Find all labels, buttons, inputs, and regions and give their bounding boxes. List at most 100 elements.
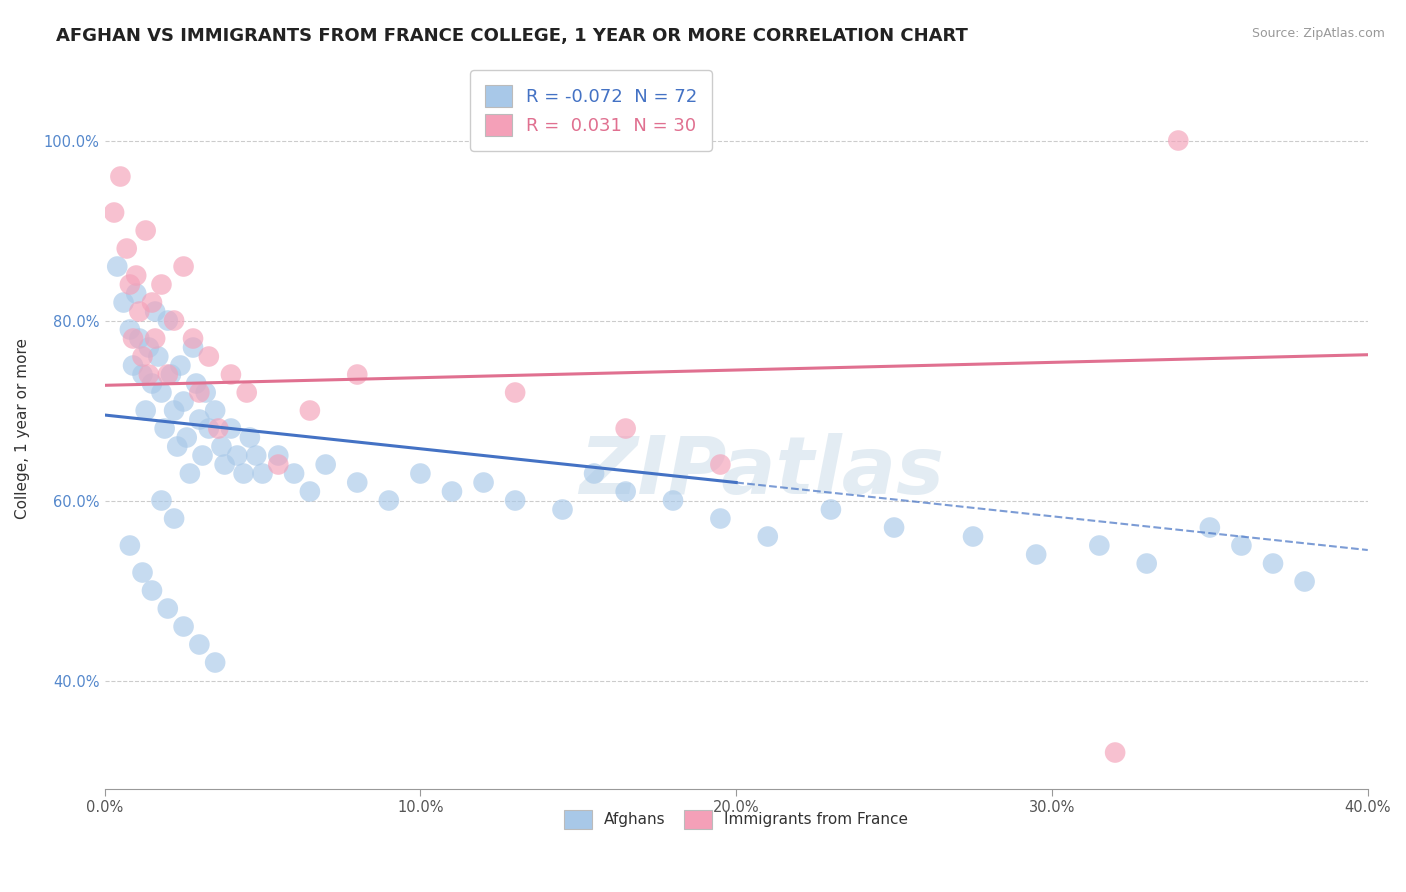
Point [143, 332, 166, 346]
Point [105, 260, 128, 274]
Point [315, 458, 337, 472]
Point [163, 403, 186, 417]
Point [112, 295, 135, 310]
Point [204, 656, 226, 670]
Point [156, 601, 179, 615]
Point [141, 376, 163, 391]
Point [188, 385, 211, 400]
Point [709, 458, 731, 472]
Point [1088, 539, 1111, 553]
Point [211, 440, 233, 454]
Point [148, 350, 170, 364]
Point [150, 493, 173, 508]
Point [1167, 134, 1189, 148]
Point [118, 322, 141, 336]
Point [191, 449, 214, 463]
Point [163, 511, 186, 525]
Point [166, 440, 188, 454]
Point [472, 475, 495, 490]
Point [131, 566, 153, 580]
Point [219, 368, 242, 382]
Text: AFGHAN VS IMMIGRANTS FROM FRANCE COLLEGE, 1 YEAR OR MORE CORRELATION CHART: AFGHAN VS IMMIGRANTS FROM FRANCE COLLEGE… [56, 27, 969, 45]
Point [756, 529, 779, 543]
Point [153, 421, 176, 435]
Point [160, 368, 183, 382]
Point [378, 493, 401, 508]
Point [346, 368, 368, 382]
Point [503, 493, 526, 508]
Point [141, 295, 163, 310]
Point [163, 313, 186, 327]
Point [128, 304, 150, 318]
Point [122, 332, 145, 346]
Point [156, 368, 179, 382]
Point [252, 467, 274, 481]
Point [135, 223, 157, 237]
Point [186, 376, 208, 391]
Point [235, 385, 257, 400]
Point [131, 350, 153, 364]
Point [204, 403, 226, 417]
Text: ZIPatlas: ZIPatlas [579, 433, 943, 511]
Point [131, 368, 153, 382]
Point [820, 502, 842, 516]
Point [138, 368, 160, 382]
Point [169, 359, 191, 373]
Point [298, 484, 321, 499]
Point [226, 449, 249, 463]
Point [135, 403, 157, 417]
Point [614, 484, 637, 499]
Point [709, 511, 731, 525]
Point [181, 332, 204, 346]
Point [1294, 574, 1316, 589]
Point [1261, 557, 1284, 571]
Point [346, 475, 368, 490]
Point [198, 421, 221, 435]
Point [1198, 520, 1220, 534]
Point [1230, 539, 1253, 553]
Point [283, 467, 305, 481]
Point [962, 529, 984, 543]
Point [440, 484, 463, 499]
Point [103, 205, 125, 219]
Point [1136, 557, 1159, 571]
Point [150, 385, 173, 400]
Point [198, 350, 221, 364]
Point [503, 385, 526, 400]
Point [1104, 746, 1126, 760]
Point [267, 458, 290, 472]
Point [125, 286, 148, 301]
Point [173, 260, 195, 274]
Point [883, 520, 905, 534]
Point [245, 449, 267, 463]
Point [110, 169, 132, 184]
Point [267, 449, 290, 463]
Point [1025, 548, 1047, 562]
Point [118, 277, 141, 292]
Point [125, 268, 148, 283]
Point [583, 467, 606, 481]
Point [173, 619, 195, 633]
Point [551, 502, 574, 516]
Point [122, 359, 145, 373]
Point [662, 493, 685, 508]
Point [150, 277, 173, 292]
Point [138, 341, 160, 355]
Point [409, 467, 432, 481]
Point [115, 242, 138, 256]
Point [188, 638, 211, 652]
Point [143, 304, 166, 318]
Point [219, 421, 242, 435]
Point [128, 332, 150, 346]
Point [188, 412, 211, 426]
Text: Source: ZipAtlas.com: Source: ZipAtlas.com [1251, 27, 1385, 40]
Point [614, 421, 637, 435]
Point [179, 467, 201, 481]
Legend: Afghans, Immigrants from France: Afghans, Immigrants from France [558, 804, 914, 835]
Point [118, 539, 141, 553]
Point [173, 394, 195, 409]
Point [207, 421, 229, 435]
Point [141, 583, 163, 598]
Point [181, 341, 204, 355]
Point [239, 430, 262, 444]
